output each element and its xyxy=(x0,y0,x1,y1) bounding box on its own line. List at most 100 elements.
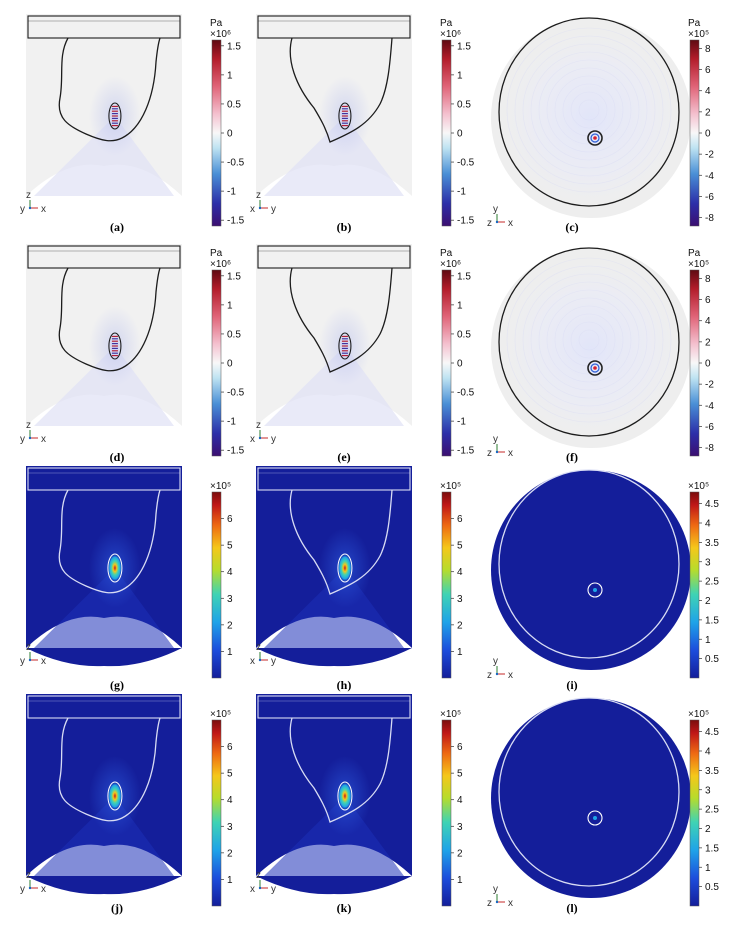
axis-label-left: y xyxy=(20,656,25,667)
focal-ring-i xyxy=(587,582,603,598)
panel-g: zy x xyxy=(20,466,182,667)
transducer-plate-g xyxy=(27,467,181,491)
colorbar-tick-label: 3.5 xyxy=(705,766,719,777)
colorbar-tick-label: -6 xyxy=(705,192,714,203)
colorbar-cb-k: ×10⁵ 6 5 4 3 2 1 xyxy=(440,709,463,907)
focal-ring-a xyxy=(108,102,122,130)
colorbar-tick-label: 5 xyxy=(227,769,233,780)
colorbar-tick-label: 1 xyxy=(227,70,233,81)
panels.7.axes-axis-origin-icon xyxy=(258,658,262,662)
colorbar-gradient xyxy=(689,491,700,679)
colorbar-tick-label: 3 xyxy=(705,785,711,796)
caption-k: (k) xyxy=(337,901,352,915)
colorbar-tick-label: 2 xyxy=(705,107,711,118)
colorbar-tick-label: 4.5 xyxy=(705,727,719,738)
colorbar-tick-label: 0 xyxy=(705,359,711,370)
ripple-f xyxy=(530,281,648,399)
colorbar-tick-label: 6 xyxy=(457,514,463,525)
colorbar-tick-label: 1 xyxy=(705,863,711,874)
domain-bottom-h xyxy=(256,648,412,667)
colorbar-tick-label: 1.5 xyxy=(457,41,471,52)
axis-label-right: x xyxy=(41,434,46,445)
colorbar-tick-label: 1 xyxy=(457,300,463,311)
tissue-outline-f xyxy=(498,247,680,437)
colorbar-tick-label: -0.5 xyxy=(457,158,475,169)
colorbar-tick-label: 6 xyxy=(227,742,233,753)
axis-label-left: z xyxy=(487,898,492,909)
transducer-plate-h xyxy=(257,467,411,491)
panel-e: zx y xyxy=(250,244,412,445)
ripple-c xyxy=(546,67,632,153)
colorbar-tick-label: -1.5 xyxy=(227,216,245,227)
colorbar-tick-label: 0.5 xyxy=(227,99,241,110)
colorbar-tick-label: 1 xyxy=(457,647,463,658)
caption-d: (d) xyxy=(110,450,125,464)
colorbar-unit: Pa xyxy=(210,18,223,29)
axis-label-vertical: y xyxy=(493,434,498,445)
panel-k: zx y xyxy=(250,694,412,895)
colorbar-exponent: ×10⁵ xyxy=(440,481,461,492)
axis-label-vertical: y xyxy=(493,656,498,667)
transducer-plate-e xyxy=(257,245,411,269)
axis-label-vertical: z xyxy=(256,642,261,653)
colorbar-tick-label: -4 xyxy=(705,401,714,412)
ripple-c xyxy=(530,51,648,169)
panel-f: yz x xyxy=(487,247,691,459)
axis-label-vertical: z xyxy=(256,870,261,881)
focal-ring-d xyxy=(108,332,122,360)
colorbar-tick-label: 6 xyxy=(227,514,233,525)
colorbar-tick-label: 5 xyxy=(457,541,463,552)
colorbar-tick-label: 1 xyxy=(227,300,233,311)
colorbar-tick-label: 0.5 xyxy=(227,329,241,340)
colorbar-tick-label: 4.5 xyxy=(705,499,719,510)
axis-label-left: z xyxy=(487,218,492,229)
axis-label-right: x xyxy=(508,670,513,681)
colorbar-exponent: ×10⁶ xyxy=(440,29,461,40)
colorbar-tick-label: 3 xyxy=(457,594,463,605)
axis-label-right: x xyxy=(41,656,46,667)
colorbar-tick-label: -1 xyxy=(457,417,466,428)
colorbar-gradient xyxy=(441,39,452,227)
caption-l: (l) xyxy=(566,901,577,915)
colorbar-tick-label: 2 xyxy=(705,596,711,607)
focus-cone-h xyxy=(264,568,404,648)
colorbar-tick-label: 3 xyxy=(457,822,463,833)
tissue-outline-h xyxy=(289,489,393,595)
axis-label-right: y xyxy=(271,204,276,215)
domain-bottom-k xyxy=(256,876,412,895)
ripple-f xyxy=(506,257,672,423)
colorbar-cb-j: ×10⁵ 6 5 4 3 2 1 xyxy=(210,709,233,907)
focal-ring-h xyxy=(337,553,353,583)
colorbar-exponent: ×10⁵ xyxy=(440,709,461,720)
axis-label-right: x xyxy=(508,898,513,909)
panel-j: zy x xyxy=(20,694,182,895)
colorbar-exponent: ×10⁶ xyxy=(210,29,231,40)
panels.5.axes-axis-origin-icon xyxy=(495,450,499,454)
domain-l xyxy=(491,698,691,898)
focal-ring-k xyxy=(337,781,353,811)
colorbar-unit: Pa xyxy=(440,248,453,259)
axis-label-vertical: z xyxy=(26,190,31,201)
panels.3.axes-axis-origin-icon xyxy=(28,436,32,440)
colorbar-tick-label: 8 xyxy=(705,274,711,285)
focus-cone-j xyxy=(34,796,174,876)
colorbar-tick-label: 2 xyxy=(705,824,711,835)
focal-spot-g xyxy=(107,554,122,582)
focal-spot-h xyxy=(337,554,352,582)
colorbar-tick-label: -1 xyxy=(457,187,466,198)
colorbar-gradient xyxy=(211,269,222,457)
panel-c: yz x xyxy=(487,17,691,229)
axis-label-left: z xyxy=(487,448,492,459)
panels.4.axes-axis-origin-icon xyxy=(258,436,262,440)
domain-bottom-g xyxy=(26,648,182,667)
focal-spot-f xyxy=(593,366,597,370)
focal-ring-l xyxy=(587,810,603,826)
colorbar-gradient xyxy=(211,491,222,679)
focal-spot-c xyxy=(593,136,597,140)
focus-cone-e xyxy=(264,346,404,426)
colorbar-tick-label: 3.5 xyxy=(705,538,719,549)
